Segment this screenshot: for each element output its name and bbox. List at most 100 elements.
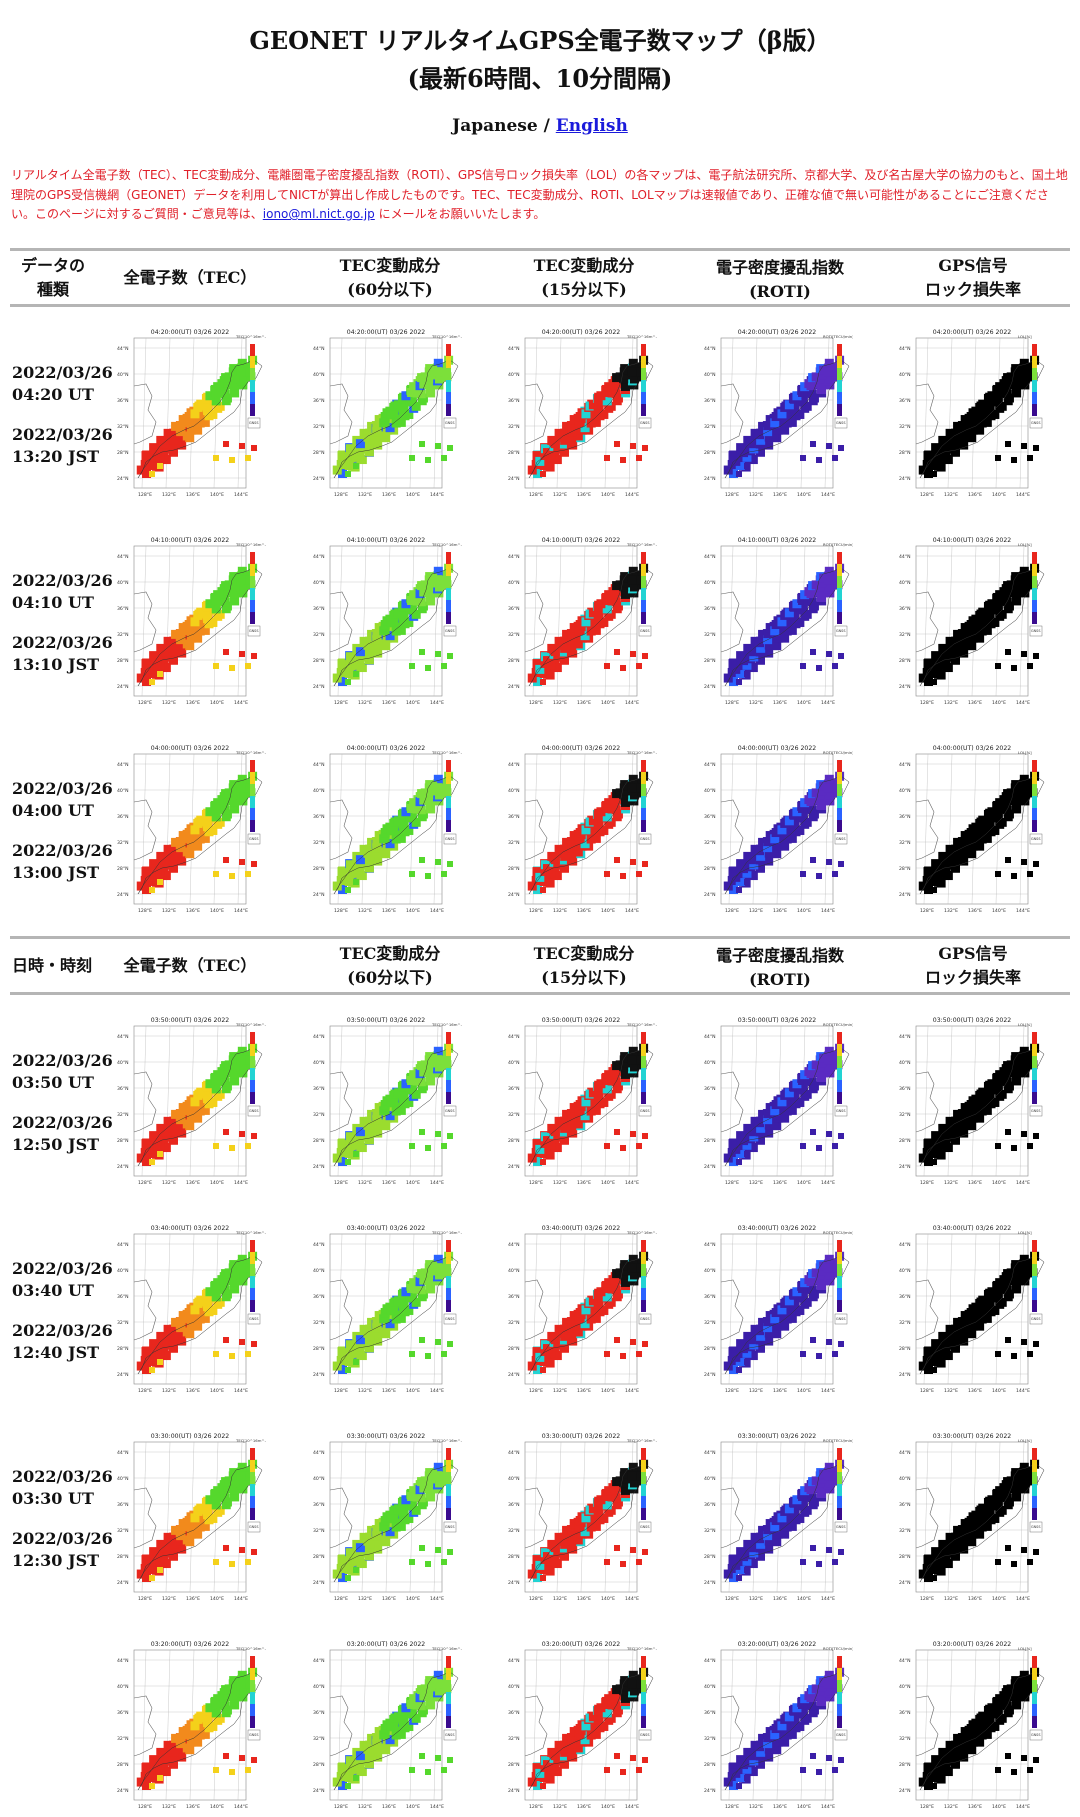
map-lat-tick: 24°N	[117, 1580, 129, 1586]
map-data-cell	[808, 805, 817, 814]
map-colorbar-segment	[1032, 612, 1037, 624]
map-lat-tick: 32°N	[117, 1112, 129, 1118]
map-image-tec[interactable]: 03:30:00(UT) 03/26 202244°N40°N36°N32°N2…	[116, 1430, 266, 1605]
map-lat-tick: 40°N	[117, 1476, 129, 1482]
map-lat-tick: 36°N	[117, 606, 129, 612]
map-image-roti[interactable]: 04:10:00(UT) 03/26 202244°N40°N36°N32°N2…	[703, 534, 853, 709]
map-lat-tick: 40°N	[704, 788, 716, 794]
map-image-dtec60[interactable]: 04:00:00(UT) 03/26 202244°N40°N36°N32°N2…	[312, 742, 462, 917]
map-image-dtec60[interactable]: 04:10:00(UT) 03/26 202244°N40°N36°N32°N2…	[312, 534, 462, 709]
map-lon-tick: 128°E	[138, 1180, 152, 1186]
map-image-dtec60[interactable]: 03:40:00(UT) 03/26 202244°N40°N36°N32°N2…	[312, 1222, 462, 1397]
map-lon-tick: 132°E	[944, 908, 958, 914]
map-image-lol[interactable]: 03:50:00(UT) 03/26 202244°N40°N36°N32°N2…	[898, 1014, 1048, 1189]
map-lat-tick: 24°N	[117, 1164, 129, 1170]
map-image-tec[interactable]: 03:40:00(UT) 03/26 202244°N40°N36°N32°N2…	[116, 1222, 266, 1397]
map-image-tec[interactable]: 04:20:00(UT) 03/26 202244°N40°N36°N32°N2…	[116, 326, 266, 501]
map-lat-tick: 32°N	[508, 424, 520, 430]
map-island-cell	[832, 455, 838, 461]
map-image-lol[interactable]: 04:20:00(UT) 03/26 202244°N40°N36°N32°N2…	[898, 326, 1048, 501]
table-top-rule	[10, 248, 1070, 251]
map-lat-tick: 28°N	[704, 866, 716, 872]
map-colorbar-segment	[446, 552, 451, 564]
map-image-tec[interactable]: 04:00:00(UT) 03/26 202244°N40°N36°N32°N2…	[116, 742, 266, 917]
map-image-lol[interactable]: 04:10:00(UT) 03/26 202244°N40°N36°N32°N2…	[898, 534, 1048, 709]
map-lon-tick: 140°E	[601, 1388, 615, 1394]
lang-english-link[interactable]: English	[556, 116, 628, 136]
map-island-cell	[800, 663, 806, 669]
map-image-dtec15[interactable]: 04:10:00(UT) 03/26 202244°N40°N36°N32°N2…	[507, 534, 657, 709]
map-image-tec[interactable]: 03:50:00(UT) 03/26 202244°N40°N36°N32°N2…	[116, 1014, 266, 1189]
map-colorbar-segment	[1032, 760, 1037, 772]
map-island-cell	[548, 463, 554, 469]
map-data-cell	[559, 1118, 568, 1127]
map-image-roti[interactable]: 03:40:00(UT) 03/26 202244°N40°N36°N32°N2…	[703, 1222, 853, 1397]
map-lon-tick: 128°E	[334, 492, 348, 498]
map-lat-tick: 36°N	[899, 1086, 911, 1092]
map-image-lol[interactable]: 03:40:00(UT) 03/26 202244°N40°N36°N32°N2…	[898, 1222, 1048, 1397]
map-lat-tick: 24°N	[117, 684, 129, 690]
map-image-roti[interactable]: 04:00:00(UT) 03/26 202244°N40°N36°N32°N2…	[703, 742, 853, 917]
map-lat-tick: 36°N	[117, 814, 129, 820]
map-image-dtec15[interactable]: 04:00:00(UT) 03/26 202244°N40°N36°N32°N2…	[507, 742, 657, 917]
map-island-cell	[213, 663, 219, 669]
map-image-roti[interactable]: 04:20:00(UT) 03/26 202244°N40°N36°N32°N2…	[703, 326, 853, 501]
map-data-cell	[417, 805, 426, 814]
map-colorbar-segment	[250, 612, 255, 624]
contact-email-link[interactable]: iono@ml.nict.go.jp	[263, 207, 375, 221]
map-image-dtec15[interactable]: 03:50:00(UT) 03/26 202244°N40°N36°N32°N2…	[507, 1014, 657, 1189]
map-image-dtec60[interactable]: 03:30:00(UT) 03/26 202244°N40°N36°N32°N2…	[312, 1430, 462, 1605]
map-data-cell	[168, 430, 177, 439]
map-image-lol[interactable]: 04:00:00(UT) 03/26 202244°N40°N36°N32°N2…	[898, 742, 1048, 917]
map-colorbar-segment	[641, 576, 646, 588]
map-lon-tick: 136°E	[577, 700, 591, 706]
map-image-dtec60[interactable]: 04:20:00(UT) 03/26 202244°N40°N36°N32°N2…	[312, 326, 462, 501]
map-island-cell	[736, 887, 742, 893]
map-lon-tick: 144°E	[430, 492, 444, 498]
map-data-cell	[1003, 389, 1012, 398]
map-image-dtec15[interactable]: 04:20:00(UT) 03/26 202244°N40°N36°N32°N2…	[507, 326, 657, 501]
map-data-cell	[417, 389, 426, 398]
map-image-roti[interactable]: 03:50:00(UT) 03/26 202244°N40°N36°N32°N2…	[703, 1014, 853, 1189]
map-colorbar-segment	[1032, 368, 1037, 380]
map-lat-tick: 44°N	[508, 1242, 520, 1248]
map-colorbar-segment	[837, 576, 842, 588]
map-island-cell	[1021, 859, 1027, 865]
map-lon-tick: 144°E	[234, 1180, 248, 1186]
map-colorbar-segment	[1032, 564, 1037, 576]
map-image-tec[interactable]: 04:10:00(UT) 03/26 202244°N40°N36°N32°N2…	[116, 534, 266, 709]
map-image-dtec15[interactable]: 03:40:00(UT) 03/26 202244°N40°N36°N32°N2…	[507, 1222, 657, 1397]
map-image-dtec60[interactable]: 03:50:00(UT) 03/26 202244°N40°N36°N32°N2…	[312, 1014, 462, 1189]
map-data-cell	[559, 430, 568, 439]
map-lon-tick: 132°E	[358, 908, 372, 914]
map-lon-tick: 128°E	[334, 1388, 348, 1394]
map-lat-tick: 24°N	[508, 1372, 520, 1378]
